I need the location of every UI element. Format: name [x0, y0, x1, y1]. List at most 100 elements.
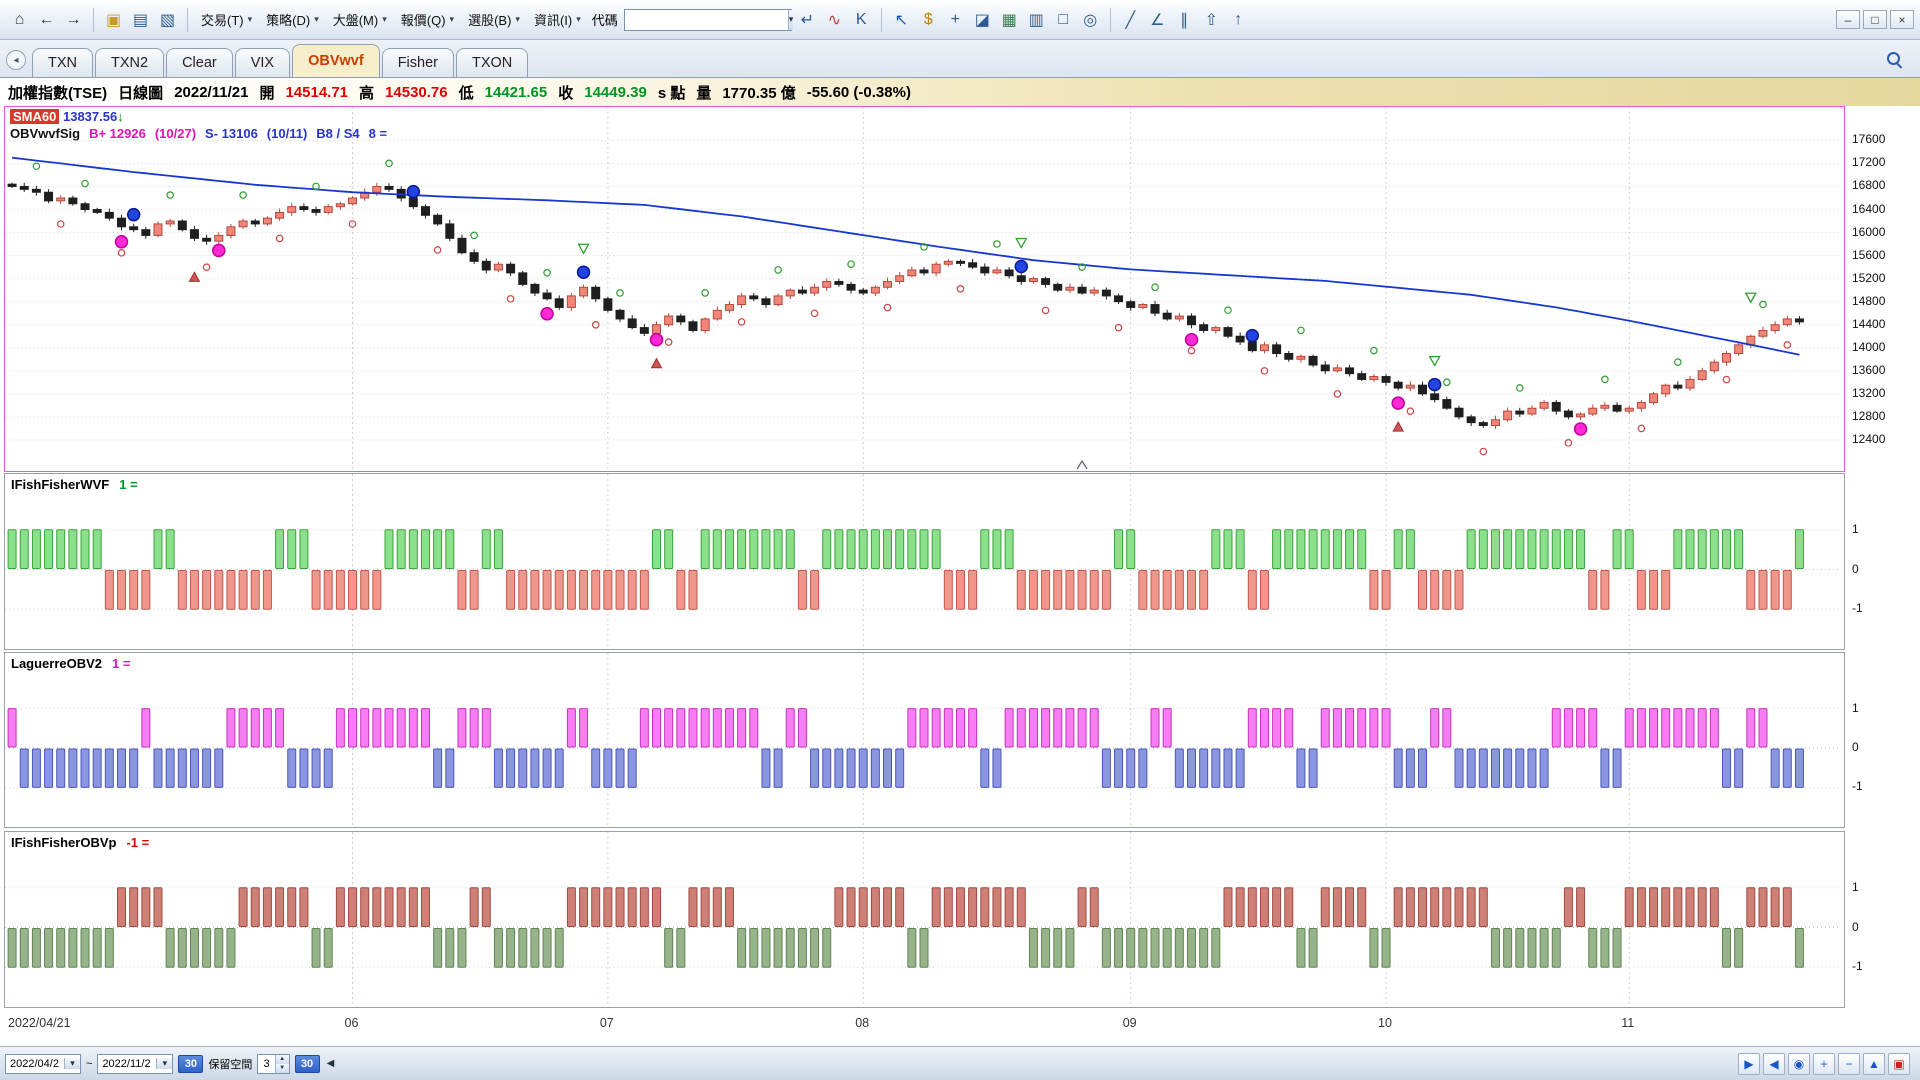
pan-icon[interactable]: +: [950, 10, 960, 28]
indicator-value: -1 =: [126, 835, 150, 850]
spinner-down-icon[interactable]: ▼: [275, 1063, 289, 1073]
main-chart-canvas[interactable]: [5, 107, 1844, 471]
sma-label[interactable]: SMA60: [10, 109, 60, 124]
chevron-down-icon: ▾: [314, 14, 319, 24]
y-axis-tick: 16000: [1852, 224, 1886, 239]
sma-value: 13837.56: [62, 109, 118, 124]
panel-tick: -1: [1852, 601, 1863, 616]
info-segment: 開: [259, 84, 275, 102]
shift-right-button[interactable]: 30: [294, 1054, 320, 1073]
layers-icon[interactable]: ▦: [1001, 11, 1017, 29]
prev-page-icon[interactable]: ◀: [1763, 1052, 1785, 1075]
home-icon[interactable]: ⌂: [14, 10, 25, 28]
chevron-down-icon: ▾: [449, 14, 455, 24]
scroll-right-icon[interactable]: ▶: [1738, 1052, 1760, 1075]
panel-tick: 1: [1852, 521, 1859, 536]
zoom-icon[interactable]: [1886, 51, 1904, 69]
info-segment: 14449.39: [584, 83, 647, 101]
indicator-pane-obvp[interactable]: IFishFisherOBVp -1 =: [4, 831, 1845, 1008]
parallel-lines-icon[interactable]: ∥: [1180, 11, 1189, 29]
menu-trade[interactable]: 交易(T) ▾: [194, 6, 259, 33]
maximize-button[interactable]: □: [1863, 10, 1887, 29]
x-axis-month-label: 07: [599, 1016, 614, 1030]
menu-strategy[interactable]: 策略(D) ▾: [259, 6, 326, 33]
date-to-select[interactable]: 2022/11/2 ▾: [97, 1053, 174, 1074]
signal-count: 8 =: [368, 126, 388, 141]
new-chart-icon[interactable]: ▧: [159, 11, 176, 29]
tab-txn[interactable]: TXN: [32, 48, 93, 77]
realtime-icon[interactable]: ◉: [1788, 1052, 1810, 1075]
shift-left-button[interactable]: 30: [178, 1054, 204, 1073]
main-chart-pane[interactable]: SMA60 13837.56↓ OBVwvfSig B+ 12926 (10/2…: [4, 106, 1845, 472]
toolbar-chart-group: ↵ ∿ K: [794, 6, 875, 33]
indicator-name[interactable]: LaguerreOBV2: [11, 656, 103, 671]
quote-info-bar: 加權指數(TSE) 日線圖 2022/11/21 開 14514.71 高 14530.76…: [0, 78, 1920, 106]
indicator-pane-wvf[interactable]: IFishFisherWVF 1 =: [4, 473, 1845, 650]
open-folder-icon[interactable]: ▣: [105, 11, 122, 29]
zoom-out-icon[interactable]: −: [1838, 1052, 1860, 1075]
indicator-name[interactable]: IFishFisherWVF: [11, 477, 110, 492]
date-from-select[interactable]: 2022/04/2 ▾: [5, 1053, 81, 1074]
tab-vix[interactable]: VIX: [234, 48, 291, 77]
enter-icon[interactable]: ↵: [800, 11, 814, 29]
code-label: 代碼: [591, 13, 618, 28]
tab-clear[interactable]: Clear: [166, 48, 233, 77]
y-axis-tick: 17600: [1852, 132, 1886, 147]
eraser-icon[interactable]: ◪: [974, 11, 990, 29]
kline-icon[interactable]: K: [855, 10, 867, 28]
history-back-icon[interactable]: ◀: [326, 1058, 335, 1069]
tab-menu-icon[interactable]: ◂: [6, 50, 26, 70]
x-axis-month-label: 08: [855, 1016, 870, 1030]
wvf-histogram-canvas[interactable]: [5, 474, 1844, 649]
zoom-in-icon[interactable]: +: [1813, 1052, 1835, 1075]
back-icon[interactable]: ←: [38, 10, 55, 28]
reserve-space-spinner[interactable]: 3 ▲ ▼: [257, 1053, 290, 1074]
y-axis-tick: 16400: [1852, 201, 1886, 216]
tab-txon[interactable]: TXON: [456, 48, 529, 77]
indicator-pane-laguerre[interactable]: LaguerreOBV2 1 =: [4, 652, 1845, 828]
y-axis-tick: 15200: [1852, 270, 1886, 285]
toolbar-nav-group: ⌂ ← →: [6, 6, 87, 33]
angle-icon[interactable]: ∠: [1150, 11, 1165, 29]
chevron-down-icon[interactable]: ▾: [787, 9, 794, 30]
tab-obvwvf[interactable]: OBVwvf: [292, 44, 380, 77]
export-icon[interactable]: ⇧: [1204, 11, 1218, 29]
y-axis-tick: 12400: [1852, 431, 1886, 446]
line-chart-icon[interactable]: ∿: [827, 11, 841, 29]
indicator-name[interactable]: IFishFisherOBVp: [11, 835, 117, 850]
laguerre-histogram-canvas[interactable]: [5, 653, 1844, 827]
up-arrow-icon[interactable]: ↑: [1234, 10, 1243, 28]
menu-market[interactable]: 大盤(M) ▾: [326, 6, 394, 33]
obv-signal-label[interactable]: OBVwvfSig: [10, 126, 81, 141]
sell-signal-value: S- 13106: [205, 126, 258, 141]
x-axis-month-label: 10: [1378, 1016, 1392, 1030]
forward-icon[interactable]: →: [65, 10, 82, 28]
main-chart-overlay: SMA60 13837.56↓ OBVwvfSig B+ 12926 (10/2…: [10, 108, 387, 142]
chevron-down-icon[interactable]: ▾: [156, 1058, 173, 1069]
spinner-up-icon[interactable]: ▲: [275, 1054, 289, 1064]
tab-txn2[interactable]: TXN2: [95, 48, 165, 77]
reserve-space-value: 3: [263, 1057, 270, 1070]
menu-info[interactable]: 資訊(I) ▾: [527, 6, 588, 33]
code-combobox[interactable]: ▾: [623, 8, 794, 31]
volume-icon[interactable]: ▥: [1028, 11, 1044, 29]
tab-fisher[interactable]: Fisher: [381, 48, 454, 77]
menu-quote[interactable]: 報價(Q) ▾: [394, 6, 461, 33]
trendline-icon[interactable]: ╱: [1125, 11, 1136, 29]
lasso-icon[interactable]: ◎: [1083, 11, 1098, 29]
chart-tab-bar: ◂ TXN TXN2 Clear VIX OBVwvf Fisher TXON: [0, 40, 1920, 78]
obvp-histogram-canvas[interactable]: [5, 832, 1844, 1007]
menu-label: 策略(D): [266, 13, 311, 28]
code-input[interactable]: [624, 9, 788, 30]
dollar-icon[interactable]: $: [923, 10, 933, 28]
chevron-down-icon[interactable]: ▾: [64, 1058, 80, 1069]
y-axis-tick: 14000: [1852, 339, 1886, 354]
alert-icon[interactable]: ▣: [1888, 1052, 1910, 1075]
cursor-icon[interactable]: ↖: [894, 11, 908, 29]
print-icon[interactable]: ▤: [132, 11, 149, 29]
minimize-button[interactable]: –: [1836, 10, 1860, 29]
rectangle-icon[interactable]: □: [1058, 10, 1069, 28]
close-button[interactable]: ×: [1890, 10, 1914, 29]
scroll-up-icon[interactable]: ▲: [1863, 1052, 1885, 1075]
menu-stock-screener[interactable]: 選股(B) ▾: [461, 6, 527, 33]
